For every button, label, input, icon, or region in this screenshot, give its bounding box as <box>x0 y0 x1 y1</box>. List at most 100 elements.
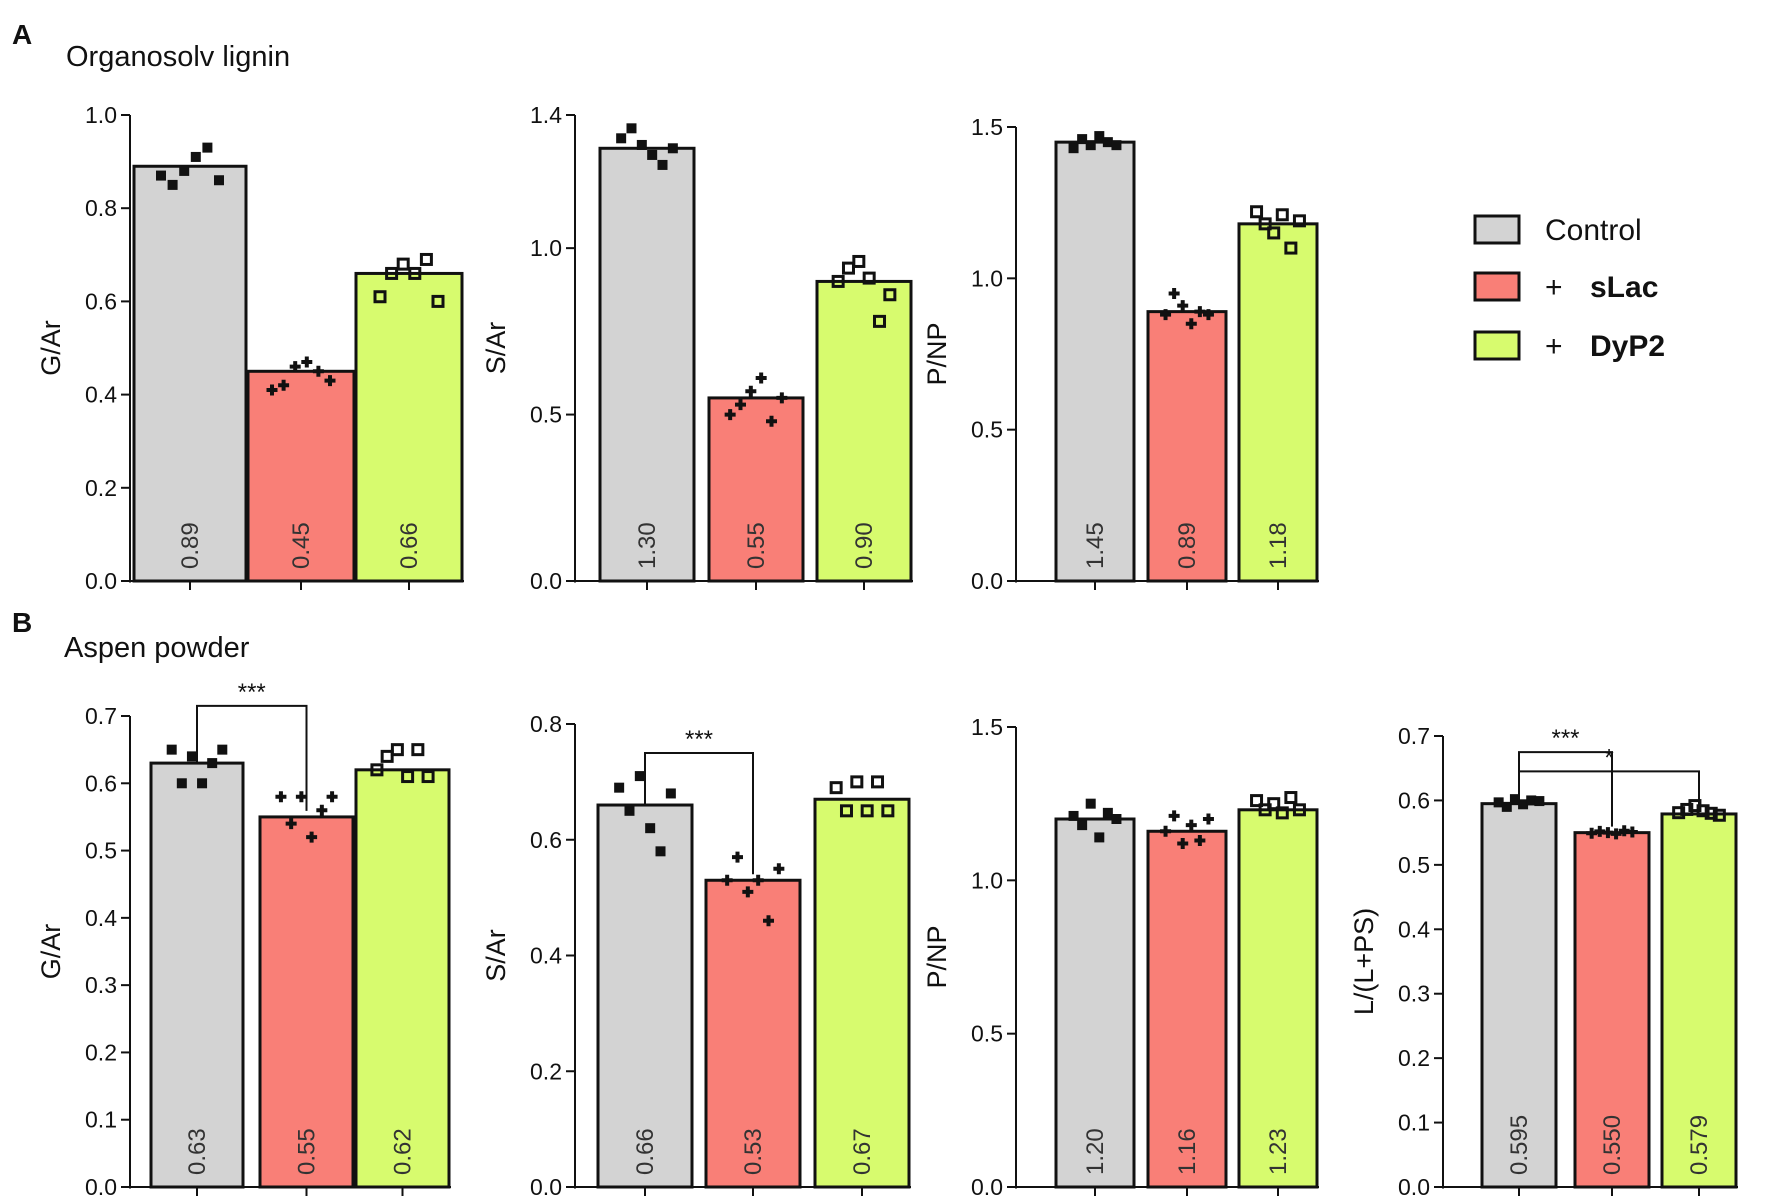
data-point <box>373 290 387 304</box>
data-point <box>1177 300 1189 312</box>
data-point <box>1068 810 1079 821</box>
y-tick-label: 0.4 <box>530 943 562 969</box>
data-point <box>1085 798 1096 809</box>
y-axis-label: S/Ar <box>481 929 511 982</box>
data-point <box>655 846 666 857</box>
y-tick-label: 0.7 <box>85 703 117 729</box>
data-point <box>1292 214 1306 228</box>
y-tick-label: 0.3 <box>1398 981 1430 1007</box>
y-tick-label: 1.5 <box>971 114 1003 140</box>
data-point <box>850 775 864 789</box>
y-tick-label: 0.0 <box>1398 1174 1430 1196</box>
bar-b-gar-2 <box>354 768 451 1189</box>
bar-value-label: 0.550 <box>1599 1115 1626 1175</box>
data-point <box>1185 318 1197 330</box>
y-tick-label: 0.6 <box>1398 787 1430 813</box>
bar-value-label: 0.579 <box>1686 1115 1713 1175</box>
data-point <box>380 749 394 763</box>
data-point <box>275 791 287 803</box>
bar-value-label: 0.63 <box>184 1128 211 1175</box>
data-point <box>1704 806 1718 820</box>
y-tick-label: 0.5 <box>971 1021 1003 1047</box>
data-point <box>419 252 433 266</box>
data-point <box>634 771 645 782</box>
data-point <box>285 818 297 830</box>
data-point <box>179 165 190 176</box>
data-point <box>1250 205 1264 219</box>
data-point <box>295 791 307 803</box>
y-tick-label: 0.3 <box>85 972 117 998</box>
data-point <box>860 804 874 818</box>
data-point <box>745 385 757 397</box>
data-point <box>1202 813 1214 825</box>
y-tick-label: 0.0 <box>971 568 1003 594</box>
y-tick-label: 1.5 <box>971 714 1003 740</box>
data-point <box>1284 241 1298 255</box>
data-point <box>190 151 201 162</box>
data-point <box>186 751 197 762</box>
y-tick-label: 1.0 <box>971 265 1003 291</box>
data-point <box>1712 808 1726 822</box>
legend-label-dyp2: DyP2 <box>1590 330 1665 363</box>
bar-value-label: 1.30 <box>634 522 661 569</box>
panel-b-title: Aspen powder <box>64 632 250 664</box>
data-point <box>1194 834 1206 846</box>
data-point <box>776 392 788 404</box>
legend: Control + sLac + DyP2 <box>1473 214 1665 363</box>
bar-a-pnp-1 <box>1146 310 1228 583</box>
data-point <box>306 831 318 843</box>
data-point <box>841 261 855 275</box>
panel-a-letter: A <box>12 19 32 50</box>
data-point <box>852 254 866 268</box>
y-tick-label: 1.0 <box>85 102 117 128</box>
data-point <box>1509 794 1520 805</box>
bar-b-gar-0 <box>149 761 245 1189</box>
data-point <box>1077 820 1088 831</box>
significance-label: * <box>1604 744 1613 771</box>
legend-prefix-slac: + <box>1545 271 1563 304</box>
data-point <box>316 804 328 816</box>
data-point <box>1111 814 1122 824</box>
data-point <box>324 375 336 387</box>
data-point <box>734 399 746 411</box>
data-point <box>167 179 178 190</box>
data-point <box>217 744 228 755</box>
data-point <box>156 170 166 181</box>
significance-bracket <box>1518 770 1700 808</box>
chart-a-gar: 0.0 0.2 0.4 0.6 0.8 1.0 G/Ar 0.89 0.45 0.66 <box>36 102 464 594</box>
y-tick-label: 0.5 <box>530 402 562 428</box>
data-point <box>1626 826 1638 838</box>
y-tick-label: 0.2 <box>85 1039 117 1065</box>
chart-b-pnp: 0.0 0.5 1.0 1.5 P/NP 1.20 1.16 1.23 <box>922 714 1319 1196</box>
data-point <box>883 288 897 302</box>
data-point <box>773 863 785 875</box>
data-point <box>1258 217 1272 231</box>
y-tick-label: 0.0 <box>530 568 562 594</box>
data-point <box>829 781 843 795</box>
chart-b-l: 0.0 0.1 0.2 0.3 0.4 0.5 0.6 0.7 L/(L+PS) 0.595 0.5… <box>1349 723 1738 1196</box>
data-point <box>1177 838 1189 850</box>
data-point <box>202 142 213 153</box>
data-point <box>1493 797 1504 808</box>
data-point <box>1085 140 1096 151</box>
data-point <box>647 149 658 160</box>
data-point <box>326 791 338 803</box>
data-point <box>1185 819 1197 831</box>
legend-swatch-slac <box>1473 271 1521 302</box>
data-point <box>752 874 764 886</box>
data-point <box>624 805 635 816</box>
y-tick-label: 0.8 <box>85 195 117 221</box>
significance-label: *** <box>238 679 266 706</box>
data-point <box>385 266 399 280</box>
data-point <box>881 804 895 818</box>
data-point <box>1068 143 1079 154</box>
y-tick-label: 1.0 <box>971 867 1003 893</box>
significance-bracket <box>196 704 308 811</box>
data-point <box>1534 796 1545 807</box>
y-axis-label: G/Ar <box>36 924 66 980</box>
data-point <box>1102 137 1113 148</box>
data-point <box>1696 804 1710 818</box>
data-point <box>1094 131 1105 142</box>
bar-a-gar-1 <box>246 369 356 583</box>
